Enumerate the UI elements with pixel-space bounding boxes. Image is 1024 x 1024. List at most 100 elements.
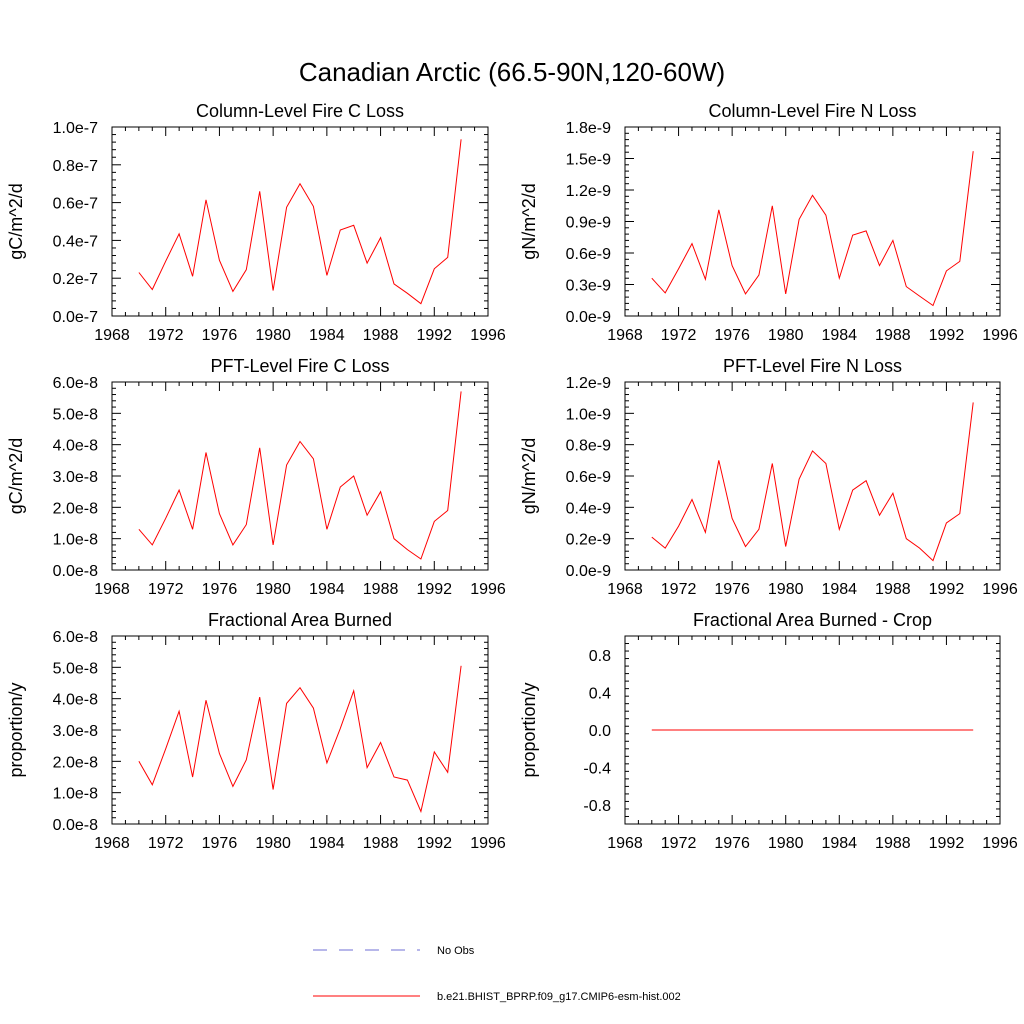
y-tick-label: 0.0e-8 — [53, 563, 98, 580]
x-tick-label: 1984 — [309, 581, 345, 598]
x-tick-label: 1968 — [94, 835, 130, 852]
x-tick-label: 1972 — [661, 327, 697, 344]
x-tick-label: 1988 — [363, 835, 399, 852]
x-tick-label: 1980 — [255, 581, 291, 598]
x-tick-label: 1988 — [363, 581, 399, 598]
x-tick-label: 1988 — [875, 581, 911, 598]
panel-title: Column-Level Fire N Loss — [708, 101, 916, 121]
panel-title: Column-Level Fire C Loss — [196, 101, 404, 121]
x-tick-label: 1988 — [363, 327, 399, 344]
legend-obs-label: No Obs — [437, 945, 475, 957]
plot-frame — [111, 635, 489, 825]
y-axis-label: proportion/y — [519, 682, 539, 777]
x-tick-label: 1976 — [714, 581, 750, 598]
x-tick-label: 1976 — [202, 835, 238, 852]
plot-frame — [624, 126, 1001, 317]
y-tick-label: 0.0e-9 — [566, 563, 611, 580]
y-tick-label: 1.0e-8 — [53, 532, 98, 549]
x-tick-label: 1980 — [768, 327, 804, 344]
x-tick-label: 1968 — [607, 327, 643, 344]
x-tick-label: 1976 — [202, 581, 238, 598]
x-tick-label: 1976 — [714, 327, 750, 344]
y-tick-label: 3.0e-8 — [53, 723, 98, 740]
y-tick-label: -0.4 — [583, 761, 611, 778]
y-tick-label: 1.0e-9 — [566, 406, 611, 423]
panel-title: Fractional Area Burned - Crop — [693, 610, 932, 630]
x-tick-label: 1968 — [94, 581, 130, 598]
x-tick-label: 1972 — [661, 581, 697, 598]
y-tick-label: 0.0 — [589, 723, 611, 740]
x-tick-label: 1984 — [309, 835, 345, 852]
x-tick-label: 1980 — [255, 835, 291, 852]
y-tick-label: 3.0e-8 — [53, 469, 98, 486]
x-tick-label: 1972 — [661, 835, 697, 852]
x-tick-label: 1980 — [768, 581, 804, 598]
x-tick-label: 1992 — [416, 327, 452, 344]
x-tick-label: 1980 — [768, 835, 804, 852]
x-tick-label: 1992 — [929, 581, 965, 598]
y-tick-label: 0.3e-9 — [566, 278, 611, 295]
series-line — [651, 402, 974, 562]
y-tick-label: 0.2e-9 — [566, 532, 611, 549]
x-tick-label: 1968 — [607, 581, 643, 598]
y-axis-label: gC/m^2/d — [6, 438, 26, 514]
panel-title: PFT-Level Fire N Loss — [723, 356, 902, 376]
y-axis-label: gN/m^2/d — [519, 438, 539, 514]
plot-frame — [111, 126, 489, 317]
y-tick-label: 1.0e-8 — [53, 786, 98, 803]
y-tick-label: 0.8e-7 — [53, 158, 98, 175]
x-tick-label: 1992 — [929, 835, 965, 852]
y-tick-label: 0.0e-7 — [53, 309, 98, 326]
y-tick-label: 1.5e-9 — [566, 152, 611, 169]
panel-2: Column-Level Fire N Loss gN/m^2/d 1968 1972… — [519, 101, 1018, 344]
x-tick-label: 1968 — [94, 327, 130, 344]
legend: No Obs b.e21.BHIST_BPRP.f09_g17.CMIP6-es… — [313, 945, 681, 1003]
y-tick-label: 2.0e-8 — [53, 500, 98, 517]
x-tick-label: 1992 — [416, 835, 452, 852]
legend-model-label: b.e21.BHIST_BPRP.f09_g17.CMIP6-esm-hist.… — [437, 991, 681, 1003]
y-tick-label: 4.0e-8 — [53, 438, 98, 455]
x-tick-label: 1976 — [714, 835, 750, 852]
y-tick-label: 1.2e-9 — [566, 375, 611, 392]
x-tick-label: 1988 — [875, 835, 911, 852]
x-tick-label: 1968 — [607, 835, 643, 852]
y-tick-label: 0.2e-7 — [53, 271, 98, 288]
x-tick-label: 1996 — [470, 327, 506, 344]
plot-frame — [624, 381, 1001, 571]
y-tick-label: 0.9e-9 — [566, 215, 611, 232]
y-tick-label: 0.6e-9 — [566, 469, 611, 486]
series-line — [651, 151, 974, 307]
y-tick-label: -0.8 — [583, 798, 611, 815]
x-tick-label: 1972 — [148, 581, 184, 598]
y-tick-label: 0.4 — [589, 685, 611, 702]
panel-5: Fractional Area Burned proportion/y 1968 19… — [6, 610, 506, 852]
x-tick-label: 1996 — [982, 581, 1018, 598]
x-tick-label: 1976 — [202, 327, 238, 344]
x-tick-label: 1980 — [255, 327, 291, 344]
y-tick-label: 5.0e-8 — [53, 406, 98, 423]
x-tick-label: 1984 — [821, 581, 857, 598]
x-tick-label: 1996 — [470, 581, 506, 598]
series-line — [138, 139, 462, 305]
panel-3: PFT-Level Fire C Loss gC/m^2/d 1968 1972 197… — [6, 356, 506, 598]
panel-title: PFT-Level Fire C Loss — [210, 356, 389, 376]
x-tick-label: 1988 — [875, 327, 911, 344]
y-axis-label: gC/m^2/d — [6, 183, 26, 259]
x-tick-label: 1996 — [982, 835, 1018, 852]
panels: Column-Level Fire C Loss gC/m^2/d 1968 1972… — [6, 101, 1018, 852]
y-tick-label: 6.0e-8 — [53, 375, 98, 392]
y-tick-label: 0.8 — [589, 648, 611, 665]
y-tick-label: 5.0e-8 — [53, 660, 98, 677]
series-line — [138, 391, 462, 560]
x-tick-label: 1992 — [416, 581, 452, 598]
y-axis-label: proportion/y — [6, 682, 26, 777]
x-tick-label: 1984 — [821, 835, 857, 852]
panel-title: Fractional Area Burned — [208, 610, 392, 630]
y-tick-label: 0.0e-9 — [566, 309, 611, 326]
y-tick-label: 0.6e-7 — [53, 196, 98, 213]
figure-title: Canadian Arctic (66.5-90N,120-60W) — [299, 57, 725, 87]
x-tick-label: 1972 — [148, 327, 184, 344]
y-tick-label: 1.2e-9 — [566, 183, 611, 200]
y-tick-label: 0.4e-9 — [566, 500, 611, 517]
